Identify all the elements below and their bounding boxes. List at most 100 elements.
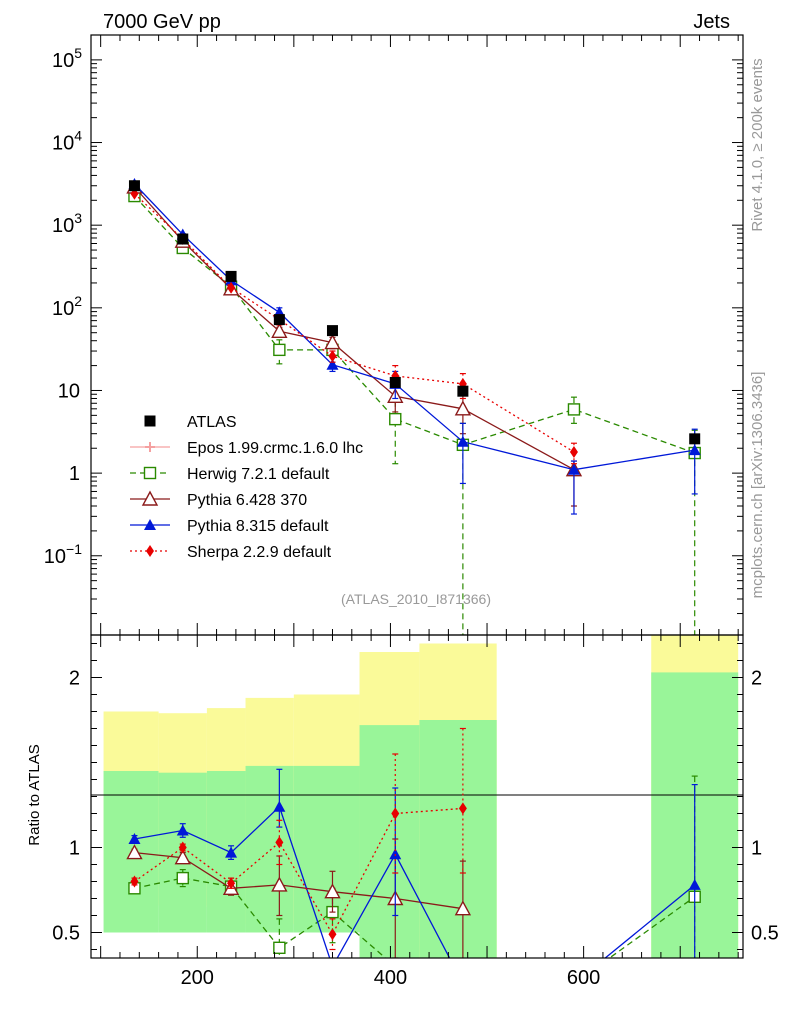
ratio-sherpa-point bbox=[178, 841, 187, 854]
legend-entry: Pythia 6.428 370 bbox=[130, 490, 307, 509]
ratio-band-inner bbox=[359, 725, 420, 958]
ratio-band-inner bbox=[206, 771, 246, 933]
main-atlas-point bbox=[457, 385, 469, 397]
legend-marker bbox=[141, 490, 159, 506]
ratio-pythia6-point bbox=[271, 876, 288, 892]
rivet-version-text: Rivet 4.1.0, bbox=[749, 152, 766, 232]
main-pythia8-point bbox=[688, 444, 701, 456]
legend-label: Pythia 6.428 370 bbox=[187, 492, 307, 509]
legend-entry: Pythia 8.315 default bbox=[130, 518, 329, 535]
ratio-herwig-point bbox=[273, 941, 286, 954]
legend-label: Epos 1.99.crmc.1.6.0 lhc bbox=[187, 440, 363, 457]
legend-marker bbox=[146, 545, 154, 557]
ratio-pythia6-point bbox=[324, 883, 341, 899]
main-plot-data bbox=[126, 177, 701, 635]
main-pythia8-point bbox=[326, 358, 339, 370]
main-y-tick-label: 10 bbox=[58, 380, 80, 402]
main-pythia6-point bbox=[454, 400, 472, 416]
ratio-pythia8-point bbox=[273, 800, 286, 812]
ratio-herwig-point bbox=[457, 978, 468, 989]
main-atlas-point bbox=[128, 180, 140, 192]
main-herwig-point bbox=[389, 412, 402, 426]
main-y-tick-base: 10 bbox=[52, 133, 74, 155]
main-y-tick-base: 10 bbox=[44, 546, 66, 568]
main-herwig-point bbox=[567, 403, 581, 416]
legend-label: Sherpa 2.2.9 default bbox=[187, 544, 332, 561]
ratio-band-inner bbox=[293, 765, 360, 933]
main-pythia8-point bbox=[456, 435, 469, 447]
ratio-pythia8-point bbox=[128, 833, 141, 844]
legend-marker bbox=[143, 466, 157, 480]
main-atlas-point bbox=[273, 314, 285, 326]
main-sherpa-point bbox=[328, 350, 337, 363]
main-atlas-point bbox=[389, 376, 401, 388]
main-y-tick-label: 1 bbox=[69, 463, 80, 485]
main-pythia6-point bbox=[271, 322, 288, 338]
ratio-pythia8-point bbox=[389, 848, 402, 860]
mcplots-url-label: mcplots.cern.ch [arXiv:1306.3436] bbox=[749, 372, 766, 599]
legend-label: Pythia 8.315 default bbox=[187, 518, 329, 535]
main-atlas-point bbox=[225, 270, 237, 282]
ratio-y-tick-label-right: 2 bbox=[751, 668, 762, 690]
main-y-tick-base: 10 bbox=[52, 298, 74, 320]
ratio-pythia8-point bbox=[225, 846, 238, 858]
legend-entry: Herwig 7.2.1 default bbox=[130, 466, 330, 483]
header-left: 7000 GeV pp bbox=[103, 11, 221, 33]
rivet-ge-symbol: ≥ bbox=[749, 143, 766, 151]
main-y-tick-base: 10 bbox=[52, 50, 74, 72]
ratio-y-tick-label-right: 0.5 bbox=[751, 923, 779, 945]
main-atlas-point bbox=[326, 325, 338, 337]
main-y-tick-base: 1 bbox=[69, 463, 80, 485]
ratio-sherpa-point bbox=[275, 836, 284, 849]
main-y-tick-exponent: −1 bbox=[66, 541, 82, 557]
legend-label: ATLAS bbox=[187, 414, 237, 431]
legend-entry: ATLAS bbox=[144, 414, 237, 431]
main-sherpa-point bbox=[227, 281, 236, 294]
ratio-y-tick-label-right: 1 bbox=[751, 838, 762, 860]
rivet-events-text: 200k events bbox=[749, 58, 766, 143]
main-y-tick-exponent: 5 bbox=[74, 45, 82, 61]
ratio-pythia8-point bbox=[688, 878, 701, 890]
main-atlas-point bbox=[177, 233, 189, 245]
legend-entry: Sherpa 2.2.9 default bbox=[130, 544, 332, 561]
ratio-sherpa-point bbox=[130, 875, 139, 888]
ratio-pythia8-point bbox=[176, 824, 189, 836]
ratio-herwig-point bbox=[176, 871, 189, 885]
ratio-sherpa-point bbox=[391, 807, 400, 820]
main-y-tick-exponent: 3 bbox=[74, 210, 82, 226]
legend-entry: Epos 1.99.crmc.1.6.0 lhc bbox=[130, 440, 363, 457]
ratio-pythia6-point bbox=[174, 849, 191, 865]
legend-marker bbox=[144, 519, 156, 530]
main-herwig-point bbox=[273, 343, 286, 357]
ratio-x-tick-label: 600 bbox=[567, 967, 600, 989]
analysis-id: (ATLAS_2010_I871366) bbox=[341, 591, 491, 607]
legend-marker bbox=[145, 442, 155, 452]
main-atlas-point bbox=[689, 433, 701, 445]
main-pythia8-point bbox=[567, 463, 580, 475]
ratio-plot-data bbox=[126, 727, 701, 989]
ratio-pythia8-point bbox=[457, 978, 469, 989]
ratio-band-inner bbox=[245, 765, 294, 933]
ratio-x-tick-label: 200 bbox=[181, 967, 214, 989]
main-y-tick-label: 104 bbox=[52, 128, 82, 155]
rivet-version-label: Rivet 4.1.0, ≥ 200k events bbox=[749, 58, 766, 231]
ratio-y-tick-label: 2 bbox=[69, 668, 80, 690]
main-y-tick-label: 102 bbox=[52, 293, 82, 320]
ratio-sherpa-point bbox=[227, 877, 236, 890]
ratio-pythia6-point bbox=[454, 900, 472, 916]
ratio-x-tick-label: 400 bbox=[374, 967, 407, 989]
ratio-uncertainty-bands bbox=[103, 635, 739, 958]
legend-label: Herwig 7.2.1 default bbox=[187, 466, 330, 483]
ratio-y-tick-label: 1 bbox=[69, 838, 80, 860]
header-right: Jets bbox=[693, 11, 730, 33]
legend: ATLAS Epos 1.99.crmc.1.6.0 lhc Herwig 7.2.… bbox=[130, 414, 363, 561]
main-y-tick-label: 10−1 bbox=[44, 541, 82, 568]
main-pythia6-line bbox=[134, 186, 575, 471]
main-y-tick-label: 103 bbox=[52, 210, 82, 237]
ratio-pythia8-point bbox=[326, 961, 338, 972]
ratio-y-tick-label: 0.5 bbox=[52, 923, 80, 945]
ratio-band-inner bbox=[419, 720, 497, 958]
main-y-tick-base: 10 bbox=[58, 380, 80, 402]
